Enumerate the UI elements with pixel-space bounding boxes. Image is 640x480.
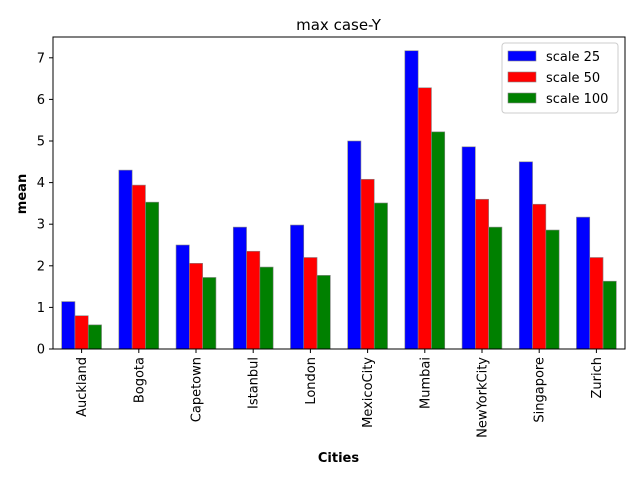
bar-MexicoCity-scale-50	[360, 178, 375, 350]
bar-Singapore-scale-100	[545, 229, 560, 350]
bar-Istanbul-scale-25	[232, 226, 247, 350]
bar-Istanbul-scale-50	[246, 250, 261, 350]
bar-Auckland-scale-100	[87, 324, 102, 350]
y-tick-label: 4	[37, 176, 45, 191]
legend-swatch	[507, 71, 537, 83]
y-tick-label: 7	[37, 51, 45, 66]
bar-London-scale-25	[290, 224, 305, 350]
legend-label: scale 100	[546, 92, 608, 107]
bar-Istanbul-scale-100	[259, 266, 274, 350]
x-tick-label: MexicoCity	[361, 357, 376, 428]
bar-London-scale-50	[303, 257, 318, 350]
x-tick-label: Istanbul	[247, 357, 262, 409]
bar-Auckland-scale-50	[74, 315, 89, 350]
bar-Zurich-scale-100	[602, 280, 617, 350]
x-tick-label: Zurich	[590, 357, 605, 399]
bar-Capetown-scale-25	[175, 244, 190, 350]
legend-swatch	[507, 50, 537, 62]
bar-Capetown-scale-50	[189, 262, 203, 350]
bar-Bogota-scale-50	[131, 184, 146, 350]
bar-MexicoCity-scale-100	[373, 202, 388, 350]
bar-Mumbai-scale-100	[431, 131, 446, 350]
x-tick-label: Auckland	[75, 357, 90, 417]
y-axis: 0 1 2 3 4 5 6 7	[37, 51, 53, 358]
y-tick-label: 1	[37, 301, 45, 316]
x-tick-label: Mumbai	[418, 357, 433, 409]
legend: scale 25 scale 50 scale 100	[501, 42, 619, 114]
bar-Mumbai-scale-50	[417, 87, 432, 350]
bar-Mumbai-scale-25	[404, 50, 419, 350]
x-axis: Auckland Bogota Capetown Istanbul London Mexi…	[75, 349, 605, 438]
y-tick-label: 3	[37, 218, 45, 233]
chart-title: max case-Y	[296, 16, 382, 34]
x-tick-label: NewYorkCity	[476, 357, 491, 438]
bar-London-scale-100	[316, 275, 331, 350]
bar-Singapore-scale-25	[518, 161, 533, 350]
plot-frame	[52, 36, 626, 350]
y-tick-label: 0	[37, 343, 45, 358]
bar-Bogota-scale-25	[118, 169, 133, 350]
x-tick-label: Bogota	[132, 357, 147, 403]
bar-NewYorkCity-scale-25	[461, 146, 476, 350]
y-tick-label: 5	[37, 135, 45, 150]
x-tick-label: London	[304, 357, 319, 405]
bar-NewYorkCity-scale-100	[488, 226, 503, 350]
y-tick-label: 2	[37, 259, 45, 274]
x-tick-label: Capetown	[190, 357, 205, 422]
y-axis-label: mean	[15, 174, 30, 214]
y-tick-label: 6	[37, 93, 45, 108]
bar-Zurich-scale-50	[589, 257, 604, 350]
x-axis-label: Cities	[318, 451, 359, 466]
legend-label: scale 50	[546, 71, 600, 86]
bars-group	[61, 50, 617, 350]
bar-Zurich-scale-25	[576, 216, 591, 350]
x-tick-label: Singapore	[533, 357, 548, 423]
bar-Singapore-scale-50	[532, 203, 547, 350]
bar-Auckland-scale-25	[61, 301, 76, 350]
legend-label: scale 25	[546, 50, 600, 65]
bar-Bogota-scale-100	[145, 201, 160, 350]
bar-MexicoCity-scale-25	[347, 140, 362, 350]
bar-NewYorkCity-scale-50	[475, 198, 489, 350]
legend-swatch	[507, 92, 537, 104]
bar-Capetown-scale-100	[202, 277, 217, 350]
